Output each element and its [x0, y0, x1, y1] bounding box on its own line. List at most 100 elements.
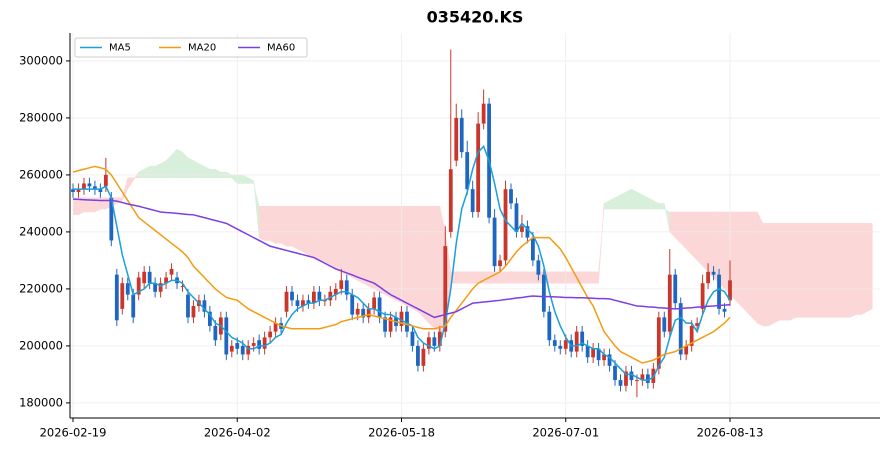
candle-body: [591, 348, 596, 358]
cloud-segment: [620, 191, 627, 210]
cloud-segment: [521, 271, 528, 284]
candle-body: [465, 152, 470, 190]
cloud-segment: [636, 191, 643, 210]
y-tick-label: 180000: [19, 395, 63, 409]
cloud-segment: [861, 223, 868, 315]
cloud-segment: [472, 271, 479, 284]
cloud-segment: [751, 211, 758, 324]
candle-body: [448, 169, 453, 232]
candle-body: [76, 189, 81, 193]
candle-body: [558, 345, 563, 349]
candle-body: [443, 246, 448, 332]
cloud-segment: [839, 223, 846, 318]
candle-body: [273, 323, 278, 332]
cloud-segment: [302, 206, 309, 256]
cloud-segment: [850, 223, 857, 318]
candle-body: [498, 260, 502, 267]
cloud-segment: [598, 203, 605, 284]
cloud-segment: [368, 206, 375, 290]
cloud-segment: [434, 206, 441, 333]
cloud-segment: [625, 188, 632, 210]
candle-body: [82, 183, 86, 190]
candle-body: [717, 274, 721, 309]
candle-body: [662, 317, 667, 332]
x-tick-label: 2026-05-18: [368, 426, 435, 440]
cloud-segment: [247, 177, 254, 184]
candle-body: [426, 337, 431, 349]
candle-body: [366, 308, 371, 318]
ma-line: [73, 145, 731, 381]
candle-body: [103, 174, 108, 187]
candle-body: [454, 117, 459, 161]
cloud: [72, 148, 873, 333]
cloud-segment: [795, 223, 802, 318]
candle-body: [503, 189, 508, 261]
candle-body: [525, 226, 530, 238]
candle-body: [514, 203, 519, 232]
candle-body: [492, 217, 497, 267]
cloud-segment: [664, 203, 671, 232]
candle-body: [71, 189, 75, 193]
candle-body: [541, 274, 546, 312]
candle-body: [673, 274, 678, 304]
cloud-segment: [702, 211, 709, 273]
candle-body: [624, 371, 628, 386]
cloud-segment: [253, 180, 260, 238]
cloud-segment: [319, 206, 326, 264]
candle-body: [246, 345, 251, 355]
candle-body: [459, 117, 464, 153]
cloud-segment: [373, 206, 380, 293]
cloud-segment: [674, 211, 681, 244]
cloud-segment: [412, 206, 419, 313]
y-tick-label: 220000: [19, 281, 63, 295]
candle-body: [602, 354, 606, 361]
cloud-segment: [833, 223, 840, 318]
cloud-segment: [510, 271, 517, 284]
candle-body: [728, 280, 732, 301]
cloud-segment: [779, 223, 785, 321]
candle-body: [158, 283, 163, 292]
candle-body: [536, 260, 541, 275]
candle-body: [169, 268, 174, 275]
candle-body: [574, 331, 579, 352]
candle-body: [399, 311, 404, 326]
x-tick-label: 2026-08-13: [697, 426, 764, 440]
cloud-segment: [669, 211, 676, 239]
cloud-segment: [817, 223, 824, 318]
cloud-segment: [560, 271, 566, 284]
candle-body: [361, 308, 366, 318]
cloud-segment: [592, 271, 599, 284]
candle-body: [268, 331, 273, 338]
cloud-segment: [165, 154, 172, 179]
cloud-segment: [215, 168, 222, 179]
candle-body: [700, 283, 705, 309]
grid: [70, 33, 880, 418]
ma-line: [72, 198, 731, 319]
cloud-segment: [406, 206, 413, 310]
candle-body: [629, 371, 634, 381]
cloud-segment: [757, 211, 764, 327]
cloud-segment: [614, 194, 621, 210]
candle-body: [191, 306, 196, 318]
cloud-segment: [384, 206, 391, 298]
candle-body: [235, 343, 240, 349]
cloud-segment: [549, 271, 556, 284]
candle-body: [131, 294, 136, 318]
cloud-segment: [297, 206, 304, 253]
cloud-segment: [264, 206, 271, 241]
legend-label: MA60: [267, 43, 295, 54]
y-tick-label: 200000: [19, 338, 63, 352]
cloud-segment: [335, 206, 342, 273]
candle-body: [410, 331, 415, 346]
cloud-segment: [647, 197, 654, 210]
cloud-segment: [351, 206, 358, 281]
cloud-segment: [554, 271, 561, 284]
candle-body: [136, 277, 141, 295]
cloud-segment: [291, 206, 298, 250]
candle-body: [640, 374, 645, 381]
cloud-segment: [286, 206, 293, 247]
candle-body: [98, 189, 103, 193]
cloud-segment: [735, 211, 742, 307]
cloud-segment: [603, 200, 610, 210]
